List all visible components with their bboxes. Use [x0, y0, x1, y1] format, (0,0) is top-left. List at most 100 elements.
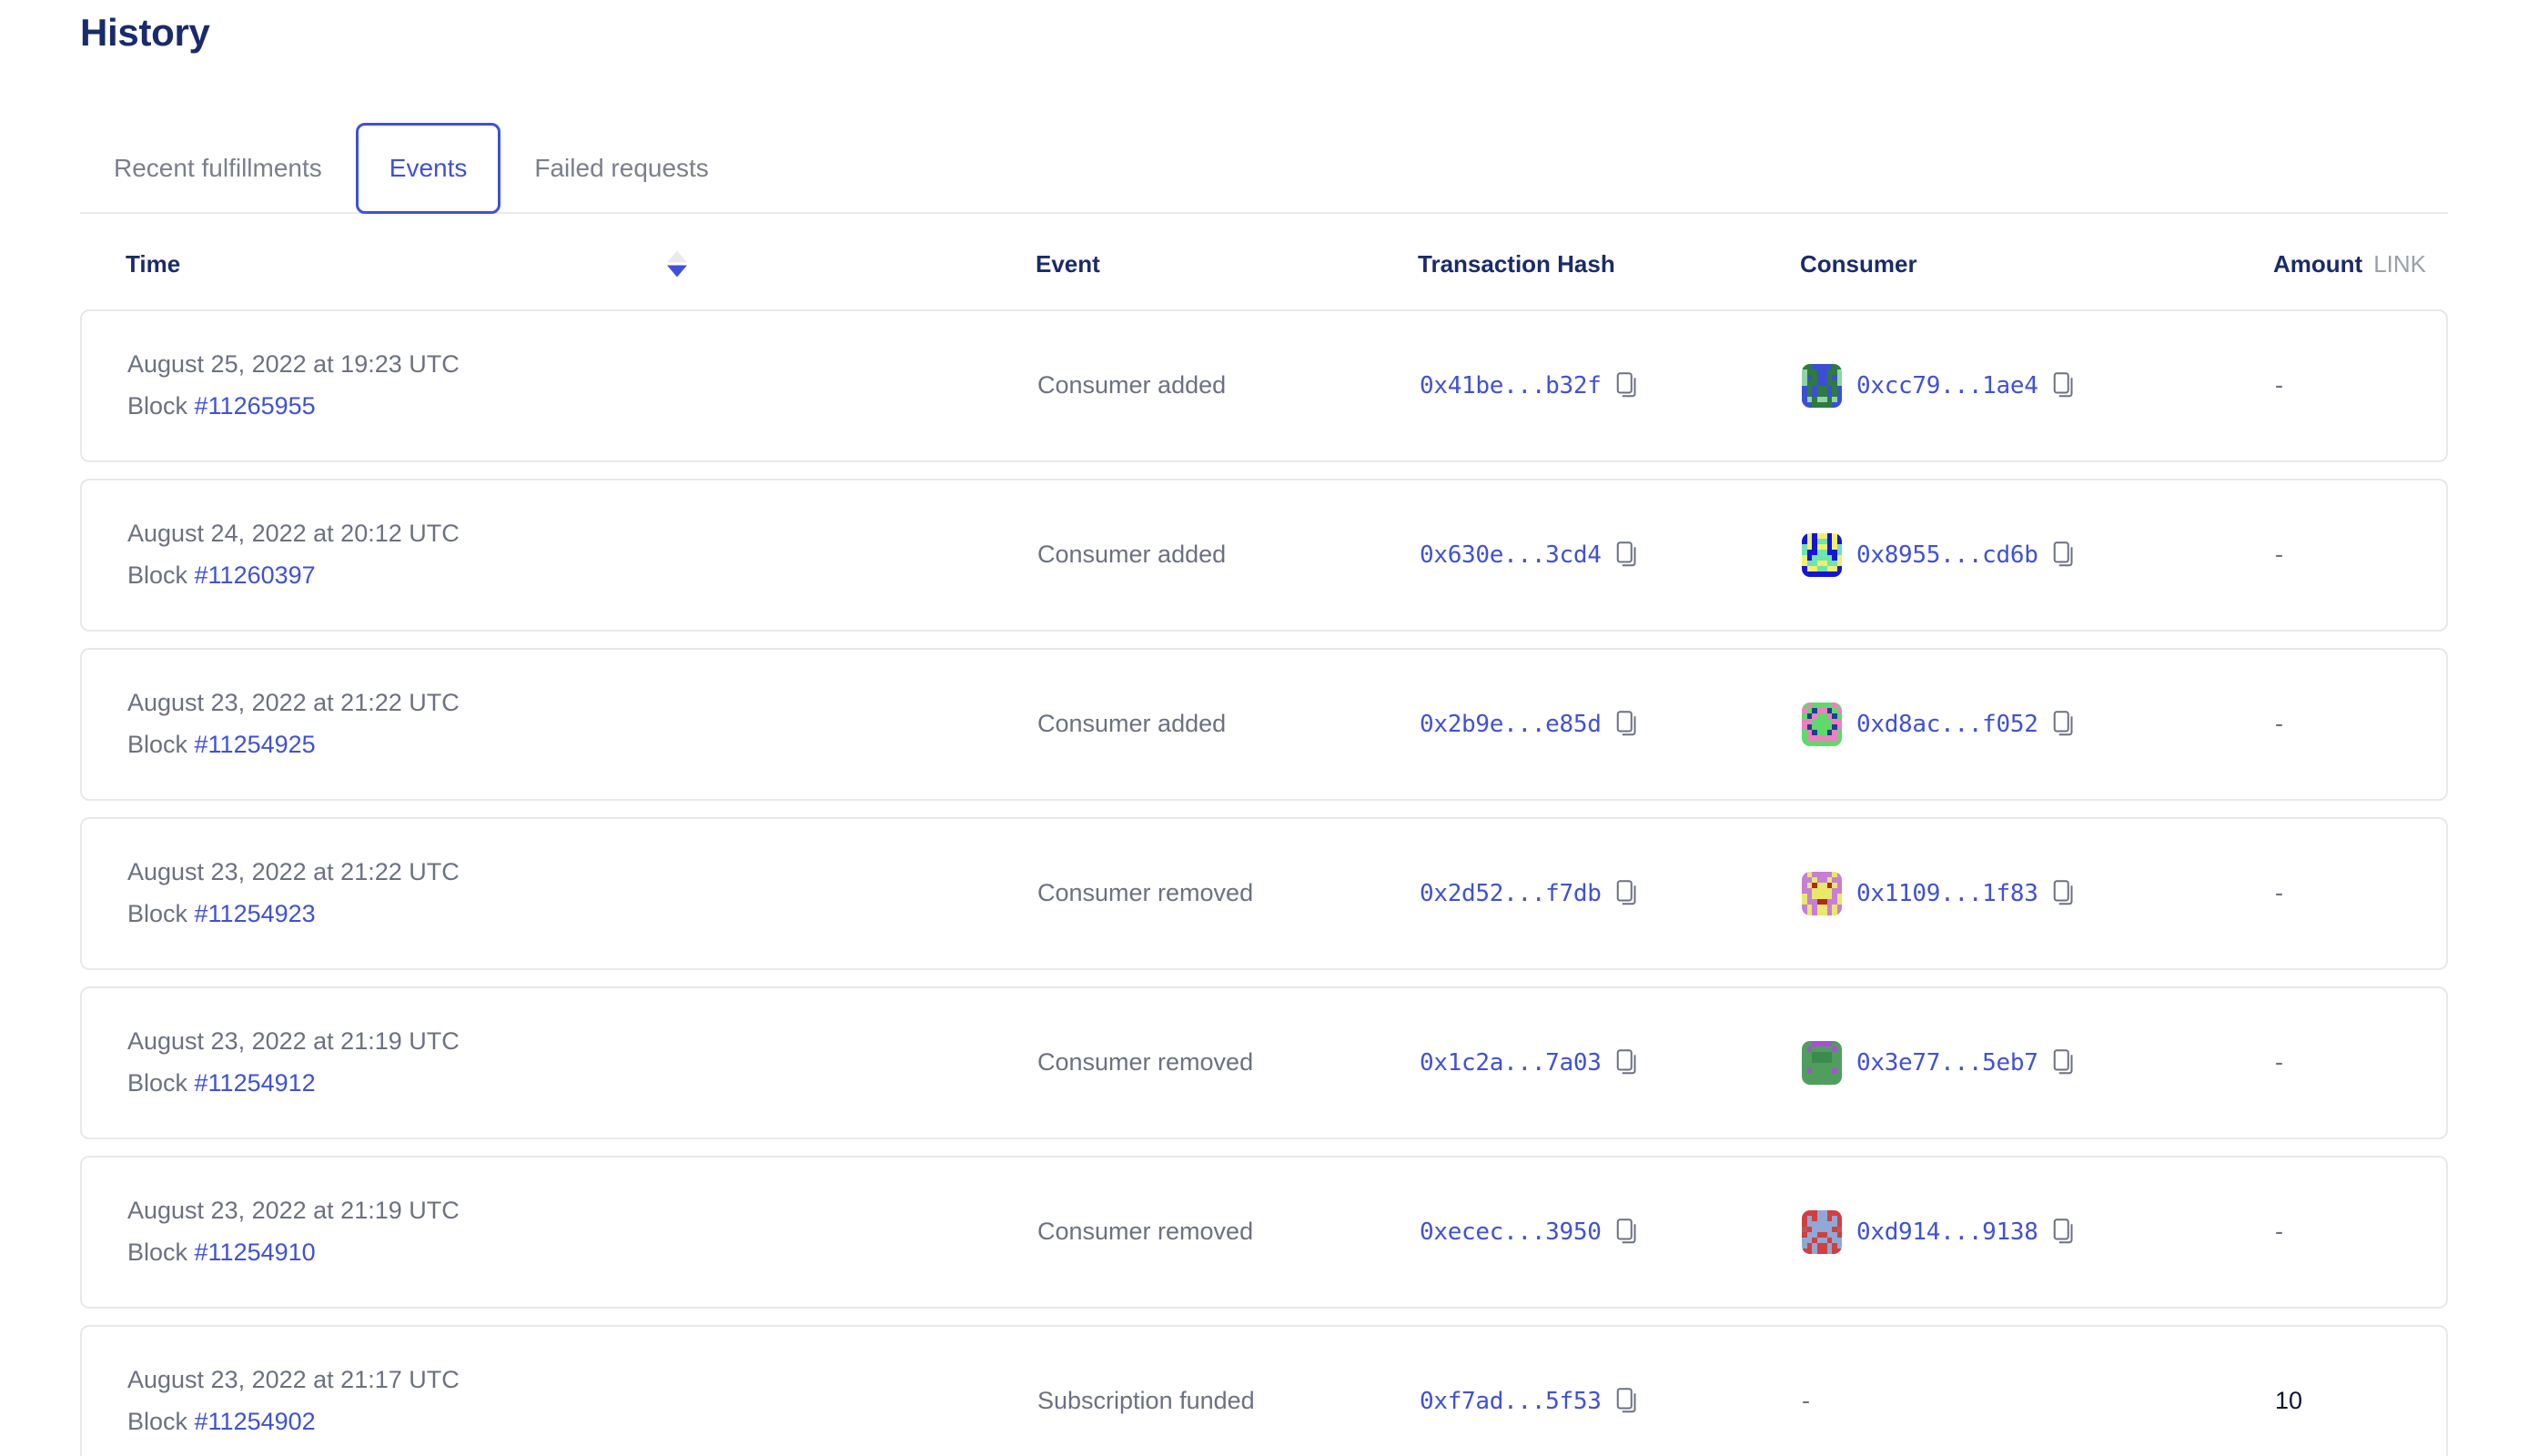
row-block: Block #11254902 — [127, 1408, 1037, 1436]
copy-icon[interactable] — [2053, 710, 2077, 738]
column-header-transaction-hash-label: Transaction Hash — [1418, 249, 1615, 278]
history-tabs: Recent fulfillments Events Failed reques… — [80, 99, 2448, 214]
cell-time: August 23, 2022 at 21:22 UTC Block #11254… — [127, 689, 1037, 758]
cell-time: August 25, 2022 at 19:23 UTC Block #11265… — [127, 350, 1037, 420]
cell-time: August 24, 2022 at 20:12 UTC Block #11260… — [127, 520, 1037, 589]
column-header-event[interactable]: Event — [1036, 250, 1418, 278]
column-header-time[interactable]: Time — [126, 250, 1036, 278]
table-row[interactable]: August 24, 2022 at 20:12 UTC Block #11260… — [80, 478, 2448, 632]
cell-consumer: - — [1802, 1387, 2275, 1415]
table-body: August 25, 2022 at 19:23 UTC Block #11265… — [80, 308, 2448, 1456]
block-number-link[interactable]: #11254902 — [194, 1407, 316, 1435]
block-number-link[interactable]: #11254912 — [194, 1068, 316, 1097]
column-header-amount-label: Amount — [2273, 249, 2363, 278]
consumer-address-link[interactable]: 0x1109...1f83 — [1856, 879, 2038, 907]
cell-time: August 23, 2022 at 21:19 UTC Block #11254… — [127, 1027, 1037, 1097]
cell-event: Consumer removed — [1037, 1048, 1254, 1076]
consumer-address-link[interactable]: 0xd8ac...f052 — [1856, 710, 2038, 738]
tab-events[interactable]: Events — [355, 122, 501, 214]
cell-event: Consumer removed — [1037, 1218, 1254, 1245]
block-label: Block — [127, 1068, 195, 1097]
cell-event: Consumer added — [1037, 710, 1227, 737]
tab-recent-fulfillments[interactable]: Recent fulfillments — [114, 153, 322, 182]
transaction-hash-link[interactable]: 0x630e...3cd4 — [1420, 541, 1602, 569]
cell-amount: 10 — [2275, 1387, 2303, 1414]
copy-icon[interactable] — [1616, 710, 1640, 738]
block-number-link[interactable]: #11254925 — [194, 730, 316, 758]
cell-transaction-hash: 0xf7ad...5f53 — [1420, 1388, 1802, 1415]
row-timestamp: August 23, 2022 at 21:19 UTC — [127, 1197, 460, 1225]
cell-time: August 23, 2022 at 21:22 UTC Block #11254… — [127, 858, 1037, 927]
copy-icon[interactable] — [2053, 1048, 2077, 1077]
cell-consumer: 0x1109...1f83 — [1802, 871, 2275, 915]
block-label: Block — [127, 899, 195, 927]
cell-consumer: 0x8955...cd6b — [1802, 532, 2275, 577]
copy-icon[interactable] — [1616, 541, 1640, 569]
copy-icon[interactable] — [2053, 371, 2077, 399]
cell-event: Consumer added — [1037, 371, 1227, 399]
consumer-address-link[interactable]: 0x8955...cd6b — [1856, 541, 2038, 569]
cell-consumer: 0x3e77...5eb7 — [1802, 1040, 2275, 1085]
cell-transaction-hash: 0xecec...3950 — [1420, 1218, 1802, 1246]
page-title: History — [80, 11, 210, 54]
row-block: Block #11260397 — [127, 561, 1037, 590]
copy-icon[interactable] — [2053, 541, 2077, 569]
sort-descending-icon — [667, 265, 687, 278]
cell-amount: - — [2275, 710, 2283, 737]
column-header-amount[interactable]: Amount LINK — [2273, 250, 2528, 278]
row-block: Block #11265955 — [127, 392, 1037, 420]
cell-consumer: 0xd8ac...f052 — [1802, 702, 2275, 746]
block-label: Block — [127, 391, 195, 420]
table-row[interactable]: August 23, 2022 at 21:19 UTC Block #11254… — [80, 1155, 2448, 1309]
cell-amount: - — [2275, 371, 2283, 399]
cell-consumer: 0xcc79...1ae4 — [1802, 363, 2275, 408]
column-header-consumer[interactable]: Consumer — [1800, 250, 2273, 278]
cell-amount: - — [2275, 879, 2283, 906]
consumer-empty: - — [1802, 1387, 1810, 1414]
transaction-hash-link[interactable]: 0x1c2a...7a03 — [1420, 1048, 1602, 1077]
block-number-link[interactable]: #11260397 — [194, 561, 316, 589]
consumer-address-link[interactable]: 0xcc79...1ae4 — [1856, 371, 2038, 399]
transaction-hash-link[interactable]: 0x2d52...f7db — [1420, 879, 1602, 907]
events-table: Time Event Transaction Hash Consumer Amo… — [80, 214, 2448, 1456]
cell-transaction-hash: 0x2b9e...e85d — [1420, 711, 1802, 738]
avatar — [1802, 363, 1842, 408]
table-row[interactable]: August 23, 2022 at 21:22 UTC Block #11254… — [80, 647, 2448, 801]
transaction-hash-link[interactable]: 0x41be...b32f — [1420, 371, 1602, 399]
table-row[interactable]: August 25, 2022 at 19:23 UTC Block #11265… — [80, 308, 2448, 462]
copy-icon[interactable] — [1616, 371, 1640, 399]
copy-icon[interactable] — [1616, 1218, 1640, 1246]
tab-failed-requests[interactable]: Failed requests — [534, 153, 709, 182]
consumer-address-link[interactable]: 0x3e77...5eb7 — [1856, 1048, 2038, 1077]
copy-icon[interactable] — [1616, 1048, 1640, 1077]
cell-transaction-hash: 0x630e...3cd4 — [1420, 541, 1802, 569]
row-timestamp: August 23, 2022 at 21:17 UTC — [127, 1366, 460, 1394]
consumer-address-link[interactable]: 0xd914...9138 — [1856, 1218, 2038, 1246]
table-header-row: Time Event Transaction Hash Consumer Amo… — [80, 214, 2448, 309]
block-number-link[interactable]: #11265955 — [194, 391, 316, 420]
avatar — [1802, 1209, 1842, 1254]
block-number-link[interactable]: #11254910 — [194, 1238, 316, 1266]
transaction-hash-link[interactable]: 0xecec...3950 — [1420, 1218, 1602, 1246]
row-block: Block #11254912 — [127, 1069, 1037, 1097]
table-row[interactable]: August 23, 2022 at 21:19 UTC Block #11254… — [80, 986, 2448, 1139]
table-row[interactable]: August 23, 2022 at 21:22 UTC Block #11254… — [80, 816, 2448, 970]
sort-toggle-icon[interactable] — [667, 250, 687, 278]
copy-icon[interactable] — [2053, 1218, 2077, 1246]
transaction-hash-link[interactable]: 0xf7ad...5f53 — [1420, 1387, 1602, 1415]
copy-icon[interactable] — [1616, 879, 1640, 907]
row-block: Block #11254910 — [127, 1239, 1037, 1267]
cell-event: Consumer added — [1037, 541, 1227, 568]
avatar — [1802, 702, 1842, 746]
avatar — [1802, 1040, 1842, 1085]
copy-icon[interactable] — [1616, 1387, 1640, 1415]
copy-icon[interactable] — [2053, 879, 2077, 907]
row-timestamp: August 23, 2022 at 21:22 UTC — [127, 689, 460, 717]
column-header-time-label: Time — [126, 249, 181, 278]
transaction-hash-link[interactable]: 0x2b9e...e85d — [1420, 710, 1602, 738]
table-row[interactable]: August 23, 2022 at 21:17 UTC Block #11254… — [80, 1324, 2448, 1456]
block-label: Block — [127, 730, 195, 758]
block-number-link[interactable]: #11254923 — [194, 899, 316, 927]
row-block: Block #11254923 — [127, 900, 1037, 928]
column-header-transaction-hash[interactable]: Transaction Hash — [1418, 250, 1800, 278]
